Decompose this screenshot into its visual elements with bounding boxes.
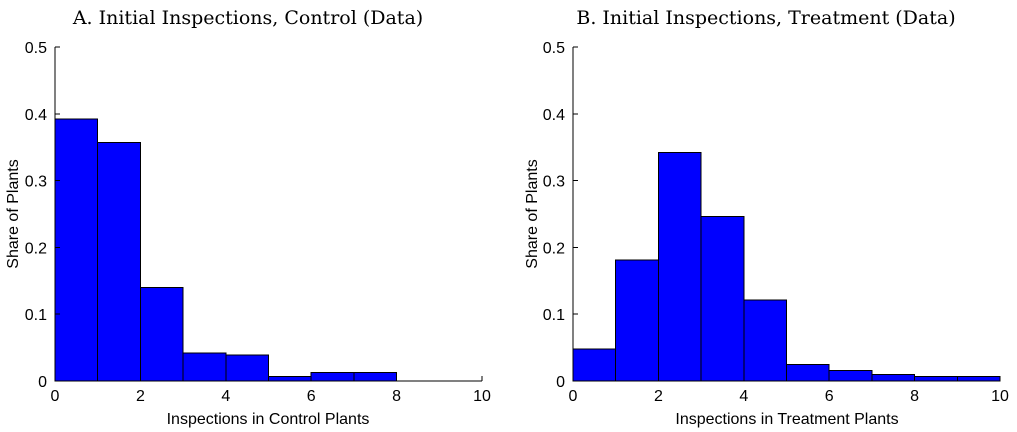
panel-a-bars <box>54 118 398 382</box>
panel-a-ytick-label-5: 0.5 <box>25 40 47 57</box>
panel-b-ytick-label-2: 0.2 <box>543 240 565 257</box>
panel-b-ytick-label-1: 0.1 <box>543 307 565 324</box>
panel-b-title: B. Initial Inspections, Treatment (Data) <box>576 7 955 29</box>
panel-b: B. Initial Inspections, Treatment (Data)… <box>524 7 1009 428</box>
panel-a-ytick-label-1: 0.1 <box>25 307 47 324</box>
panel-b-bar-9 <box>956 375 1001 382</box>
panel-a-bar-2 <box>139 286 184 382</box>
panel-b-axes <box>572 47 1000 382</box>
panel-b-bar-4 <box>743 299 787 382</box>
panel-a-ytick-label-3: 0.3 <box>25 174 47 191</box>
panel-a-ytick-label-0: 0 <box>38 374 47 391</box>
panel-a-xticks: 0 2 4 6 8 10 <box>51 376 491 405</box>
panel-b-yticks: 0 0.1 0.2 0.3 0.4 0.5 <box>543 40 578 391</box>
panel-b-ytick-label-5: 0.5 <box>543 40 565 57</box>
panel-a-bar-6 <box>310 371 355 382</box>
panel-b-bar-8 <box>914 375 958 382</box>
panel-a-xtick-label-1: 2 <box>136 388 145 405</box>
panel-b-x-axis-label: Inspections in Treatment Plants <box>675 411 898 428</box>
panel-b-bar-1 <box>615 259 659 382</box>
panel-a-title: A. Initial Inspections, Control (Data) <box>72 7 423 29</box>
panel-b-xtick-label-4: 8 <box>910 388 919 405</box>
panel-b-bar-5 <box>786 363 830 382</box>
panel-a-bar-7 <box>353 371 398 382</box>
panel-a-xtick-label-4: 8 <box>392 388 401 405</box>
panel-a-xtick-label-3: 6 <box>307 388 316 405</box>
panel-a-xtick-label-2: 4 <box>221 388 230 405</box>
panel-a-xtick-label-0: 0 <box>51 388 60 405</box>
panel-b-bar-3 <box>700 216 745 382</box>
panel-b-bar-0 <box>572 348 617 382</box>
panel-a-bar-4 <box>225 354 270 382</box>
panel-a-ytick-label-4: 0.4 <box>25 107 47 124</box>
panel-a-yticks: 0 0.1 0.2 0.3 0.4 0.5 <box>25 40 60 391</box>
panel-b-y-axis-label: Share of Plants <box>524 159 541 268</box>
panel-b-xtick-label-2: 4 <box>739 388 748 405</box>
panel-a-ytick-label-2: 0.2 <box>25 240 47 257</box>
panel-b-bars <box>572 152 1001 382</box>
panel-a-axes <box>54 47 482 382</box>
panel-b-xtick-label-5: 10 <box>991 388 1009 405</box>
panel-b-bar-7 <box>871 373 916 382</box>
panel-a-x-axis-label: Inspections in Control Plants <box>167 411 370 428</box>
panel-a-bar-5 <box>268 375 312 382</box>
panel-b-ytick-label-4: 0.4 <box>543 107 565 124</box>
panel-a: A. Initial Inspections, Control (Data) 0… <box>5 7 491 428</box>
panel-b-bar-6 <box>828 369 873 382</box>
panel-a-y-axis-label: Share of Plants <box>5 159 22 268</box>
panel-b-bar-2 <box>657 152 702 382</box>
panel-a-bar-1 <box>97 142 141 382</box>
panel-b-ytick-label-0: 0 <box>556 374 565 391</box>
panel-a-bar-0 <box>54 118 99 382</box>
panel-a-bar-3 <box>182 352 227 382</box>
panel-b-xtick-label-1: 2 <box>654 388 663 405</box>
panel-b-xtick-label-0: 0 <box>569 388 578 405</box>
panel-b-xticks: 0 2 4 6 8 10 <box>569 376 1009 405</box>
panel-b-ytick-label-3: 0.3 <box>543 174 565 191</box>
panel-a-xtick-label-5: 10 <box>473 388 491 405</box>
panel-b-xtick-label-3: 6 <box>825 388 834 405</box>
